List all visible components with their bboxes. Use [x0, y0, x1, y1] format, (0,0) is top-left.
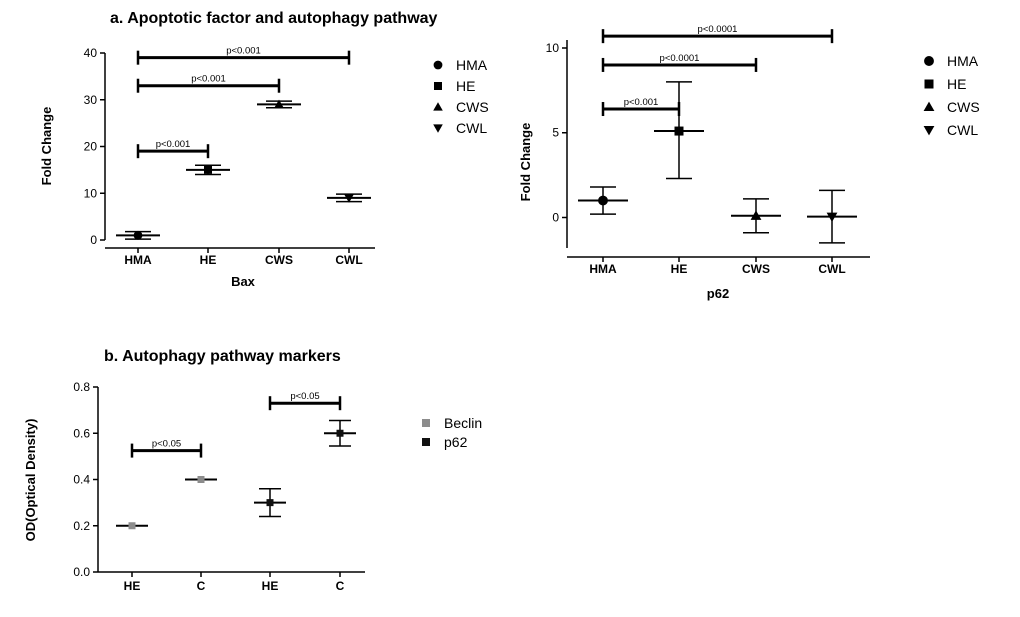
- bax-chart-y-tick-label: 20: [84, 140, 98, 154]
- bax-chart-y-axis-label: Fold Change: [39, 107, 54, 186]
- od-chart-category-label: C: [197, 579, 206, 593]
- p62-chart-sig-label: p<0.0001: [698, 24, 738, 35]
- p62-chart-legend-cws-label: CWS: [947, 99, 980, 115]
- p62-chart-cwl-point: [826, 212, 838, 223]
- bax-chart-sig-label: p<0.001: [191, 74, 226, 85]
- bax-chart-category-label: CWS: [265, 253, 293, 267]
- bax-chart-category-label: HE: [200, 253, 217, 267]
- bax-chart-y-tick-label: 40: [84, 46, 98, 60]
- od-chart-sig-label: p<0.05: [290, 391, 319, 402]
- p62-chart-legend-hma-marker: [924, 56, 934, 66]
- p62-chart-legend-he-marker: [924, 79, 934, 89]
- od-chart-y-tick-label: 0.4: [73, 473, 90, 487]
- bax-chart-legend-hma-label: HMA: [456, 57, 488, 73]
- p62-chart-y-axis-label: Fold Change: [518, 123, 533, 202]
- p62-chart-y-tick-label: 5: [552, 126, 559, 140]
- od-chart-beclin-point: [197, 476, 205, 483]
- bax-chart-category-label: HMA: [124, 253, 152, 267]
- p62-chart-y-tick-label: 0: [552, 210, 559, 224]
- od-chart-category-label: HE: [124, 579, 141, 593]
- bax-chart-legend-cws-marker: [433, 102, 443, 111]
- p62-chart-he-point: [674, 126, 684, 136]
- od-chart-legend-beclin-label: Beclin: [444, 415, 482, 431]
- bax-chart-cws-point: [274, 99, 284, 109]
- bax-chart-legend-he-marker: [434, 82, 442, 90]
- bax-chart-legend-cws-label: CWS: [456, 99, 489, 115]
- p62-chart-category-label: CWL: [818, 262, 845, 276]
- od-chart-beclin-point: [128, 522, 136, 530]
- bax-chart-legend-he-label: HE: [456, 78, 475, 94]
- bax-chart-y-tick-label: 30: [84, 93, 98, 107]
- od-chart-y-tick-label: 0.2: [73, 519, 90, 533]
- chart-c-title: b. Autophagy pathway markers: [104, 348, 341, 365]
- p62-chart-category-label: CWS: [742, 262, 770, 276]
- bax-chart-y-tick-label: 10: [84, 186, 98, 200]
- bax-chart-sig-label: p<0.001: [156, 139, 191, 150]
- od-chart-y-tick-label: 0.0: [73, 565, 90, 579]
- p62-chart-category-label: HE: [671, 262, 688, 276]
- p62-chart-legend-cws-marker: [923, 101, 935, 112]
- p62-chart-legend-he-label: HE: [947, 76, 966, 92]
- p62-chart-legend-hma-label: HMA: [947, 53, 979, 69]
- p62-chart-legend-cwl-label: CWL: [947, 122, 978, 138]
- od-chart-sig-label: p<0.05: [152, 439, 181, 450]
- bax-chart-legend-cwl-marker: [433, 124, 443, 133]
- bax-chart-sig-label: p<0.001: [226, 46, 261, 57]
- chart-a-title: a. Apoptotic factor and autophagy pathwa…: [110, 10, 438, 27]
- bax-chart-he-point: [204, 165, 212, 174]
- bax-chart-cwl-point: [344, 194, 354, 203]
- od-chart-y-tick-label: 0.6: [73, 426, 90, 440]
- bax-chart-y-tick-label: 0: [90, 233, 97, 247]
- od-chart-y-tick-label: 0.8: [73, 380, 90, 394]
- p62-chart-category-label: HMA: [589, 262, 617, 276]
- bax-chart-hma-point: [133, 230, 143, 240]
- p62-chart-hma-point: [598, 195, 608, 206]
- od-chart-p62-point: [336, 429, 344, 437]
- bax-chart-legend-cwl-label: CWL: [456, 120, 487, 136]
- od-chart-category-label: HE: [262, 579, 279, 593]
- od-chart-p62-point: [266, 499, 274, 507]
- p62-chart-y-tick-label: 10: [546, 41, 560, 55]
- p62-chart-sig-label: p<0.0001: [660, 53, 700, 64]
- bax-chart-legend-hma-marker: [433, 60, 443, 70]
- bax-chart-category-label: CWL: [335, 253, 362, 267]
- bax-chart-x-axis-label: Bax: [231, 274, 256, 289]
- p62-chart-sig-label: p<0.001: [624, 97, 659, 108]
- p62-chart-cws-point: [750, 210, 762, 220]
- od-chart-category-label: C: [336, 579, 345, 593]
- od-chart-legend-p62-marker: [422, 438, 430, 446]
- p62-chart-x-axis-label: p62: [707, 286, 729, 301]
- od-chart-legend-p62-label: p62: [444, 434, 468, 450]
- od-chart-legend-beclin-marker: [422, 419, 430, 427]
- od-chart-y-axis-label: OD(Optical Density): [23, 419, 38, 542]
- p62-chart-legend-cwl-marker: [923, 125, 935, 136]
